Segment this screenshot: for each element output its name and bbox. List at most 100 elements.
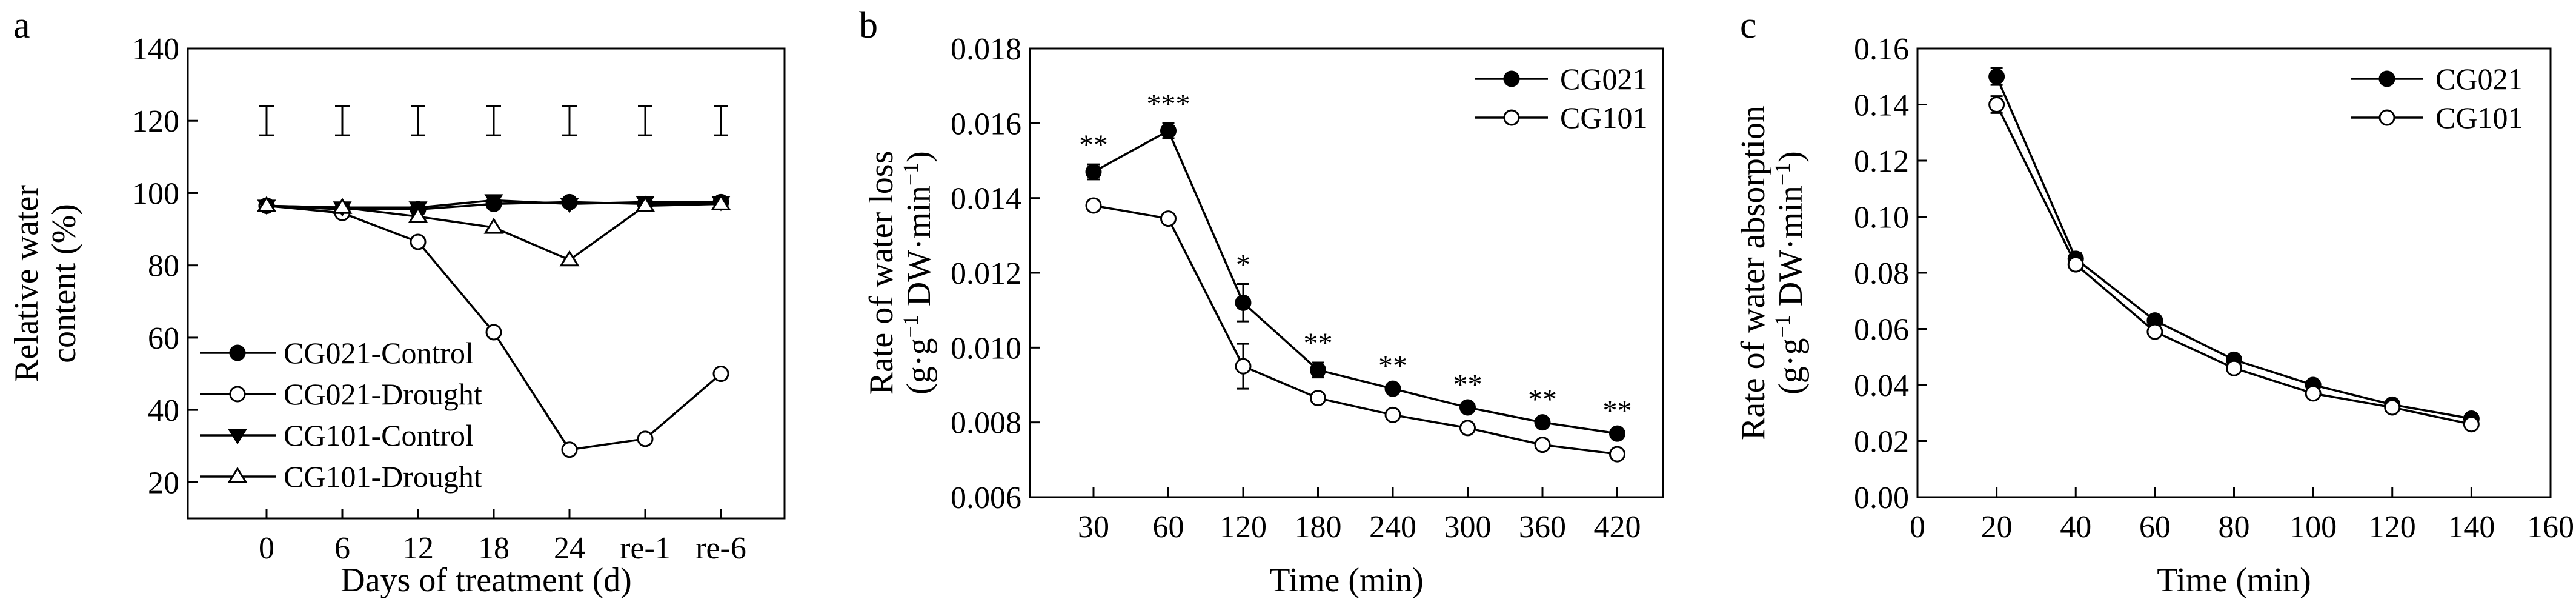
panel-c-point-CG101 <box>2463 416 2480 433</box>
panel-b-point-CG101 <box>1160 210 1177 227</box>
panel-a-x-tick-label: 18 <box>478 531 510 566</box>
panel-a-legend-marker <box>229 344 246 361</box>
panel-c-legend-marker <box>2378 70 2395 87</box>
panel-c-legend-label: CG101 <box>2435 101 2523 135</box>
panel-b-legend-label: CG021 <box>1560 62 1647 96</box>
panel-c-x-tick-label: 160 <box>2527 510 2574 544</box>
panel-b-significance-label: ** <box>1603 395 1632 427</box>
panel-a-y-tick-label: 120 <box>132 104 179 139</box>
panel-b-y-tick-label: 0.014 <box>951 182 1021 216</box>
panel-b-point-CG101 <box>1609 446 1625 463</box>
panel-b-significance-label: ** <box>1079 129 1108 161</box>
panel-c-y-tick-label: 0.00 <box>1854 481 1909 515</box>
panel-c-letter: c <box>1740 5 1757 46</box>
panel-a-y-tick-label: 40 <box>148 393 179 428</box>
panel-a-legend-marker <box>229 386 246 403</box>
panel-c-x-tick-label: 140 <box>2448 510 2495 544</box>
panel-b-legend-marker <box>1503 109 1520 126</box>
panel-b-y-tick-label: 0.018 <box>951 32 1021 67</box>
panel-c-y-tick-label: 0.04 <box>1854 369 1909 403</box>
panel-b-x-tick-label: 180 <box>1295 510 1342 544</box>
panel-a-x-tick-label: 6 <box>334 531 350 566</box>
panel-a-x-axis-title: Days of treatment (d) <box>340 561 631 599</box>
panel-b-point-CG021 <box>1235 294 1252 311</box>
panel-a-point-CG101-Drought <box>256 196 277 212</box>
panel-a-point-CG021-Drought <box>485 324 502 341</box>
panel-a-x-tick-label: 12 <box>402 531 434 566</box>
panel-b-point-CG021 <box>1534 414 1551 431</box>
panel-a-point-CG021-Drought <box>712 366 729 383</box>
panel-b-point-CG021 <box>1609 425 1625 442</box>
panel-b-letter: b <box>859 5 878 46</box>
panel-a-point-CG101-Drought <box>332 198 353 214</box>
panel-c-y-tick-label: 0.06 <box>1854 313 1909 347</box>
panel-b-point-CG101 <box>1310 390 1326 407</box>
panel-b-point-CG021 <box>1384 380 1401 397</box>
panel-a-point-CG101-Drought <box>711 194 731 210</box>
panel-b-y-tick-label: 0.010 <box>951 331 1021 366</box>
panel-b-y-tick-label: 0.008 <box>951 406 1021 441</box>
panel-b-point-CG101 <box>1085 197 1102 214</box>
panel-b-x-tick-label: 30 <box>1078 510 1109 544</box>
panel-b-legend-marker <box>1503 70 1520 87</box>
panel-c-x-tick-label: 0 <box>1910 510 1925 544</box>
panel-c-x-tick-label: 20 <box>1981 510 2013 544</box>
panel-c-point-CG101 <box>2384 399 2401 416</box>
panel-a-y-tick-label: 80 <box>148 249 179 284</box>
panel-b-y-axis-title-2: (g·g−1 DW·min−1) <box>898 151 938 395</box>
panel-a-y-tick-label: 20 <box>148 466 179 500</box>
panel-b-significance-label: ** <box>1304 327 1333 360</box>
panel-a-x-tick-label: 24 <box>554 531 585 566</box>
panel-b-point-CG101 <box>1459 420 1476 437</box>
panel-c-x-tick-label: 40 <box>2060 510 2091 544</box>
panel-b-series-line-CG101 <box>1093 204 1618 455</box>
panel-a-point-CG021-Drought <box>410 233 427 250</box>
panel-b-x-tick-label: 420 <box>1594 510 1641 544</box>
panel-b-point-CG021 <box>1459 399 1476 416</box>
panel-c-y-tick-label: 0.02 <box>1854 425 1909 460</box>
panel-b-y-tick-label: 0.012 <box>951 256 1021 291</box>
panel-a-x-tick-label: re-6 <box>695 531 746 566</box>
panel-b-significance-label: ** <box>1453 369 1482 401</box>
panel-a-y-tick-label: 60 <box>148 321 179 356</box>
panel-b-x-tick-label: 240 <box>1369 510 1416 544</box>
panel-b-point-CG101 <box>1235 358 1252 375</box>
panel-a-legend-marker <box>227 466 248 483</box>
panel-c-y-axis-title-1: Rate of water absorption <box>1734 105 1772 440</box>
panel-a-y-axis-title-2: content (%) <box>45 204 83 363</box>
panel-c-x-tick-label: 80 <box>2219 510 2250 544</box>
panel-b-significance-label: * <box>1236 249 1250 281</box>
panel-a-legend-label: CG101-Control <box>284 418 474 452</box>
panel-b-significance-label: ** <box>1378 350 1407 382</box>
panel-b-y-tick-label: 0.016 <box>951 107 1021 141</box>
panel-b-significance-label: *** <box>1147 88 1190 120</box>
panel-c-point-CG101 <box>2226 360 2242 376</box>
panel-c-y-tick-label: 0.10 <box>1854 201 1909 235</box>
panel-a-y-tick-label: 100 <box>132 176 179 211</box>
panel-b-point-CG021 <box>1310 361 1326 378</box>
panel-b-point-CG021 <box>1160 122 1177 139</box>
panel-b: b 0.006 0.008 0.010 0.012 0.014 0.016 0.018 30 60… <box>859 5 1664 599</box>
panel-c-y-axis-title-2: (g·g−1 DW·min−1) <box>1770 151 1810 395</box>
panel-c-y-tick-label: 0.14 <box>1854 89 1909 123</box>
panel-a-legend-label: CG021-Control <box>284 336 474 370</box>
panel-b-point-CG101 <box>1534 437 1551 453</box>
panel-b-legend-label: CG101 <box>1560 101 1647 135</box>
panel-b-y-tick-label: 0.006 <box>951 481 1021 515</box>
panel-a-point-CG021-Drought <box>637 430 654 447</box>
panel-c-x-axis-title: Time (min) <box>2157 561 2311 599</box>
panel-c-point-CG021 <box>1988 68 2005 85</box>
panel-a-x-tick-label: 0 <box>259 531 274 566</box>
panel-a-point-CG101-Drought <box>408 207 428 223</box>
panel-b-x-tick-label: 60 <box>1153 510 1184 544</box>
panel-c-y-tick-label: 0.16 <box>1854 32 1909 67</box>
panel-c: c 0.00 0.02 0.04 0.06 0.08 0.10 0.12 0.14 0.16 0 20… <box>1734 5 2574 599</box>
panel-c-point-CG101 <box>1988 96 2005 113</box>
panel-c-point-CG101 <box>2146 323 2163 340</box>
panel-a-y-tick-label: 140 <box>132 32 179 67</box>
panel-a-point-CG101-Drought <box>483 218 504 234</box>
panel-a-point-CG101-Control <box>560 198 579 213</box>
panel-b-series-line-CG021 <box>1093 129 1618 435</box>
panel-b-x-tick-label: 120 <box>1220 510 1267 544</box>
panel-a: a 20 40 60 80 100 120 140 0 6 12 18 24 re-1 re-6 Days o… <box>8 5 786 599</box>
